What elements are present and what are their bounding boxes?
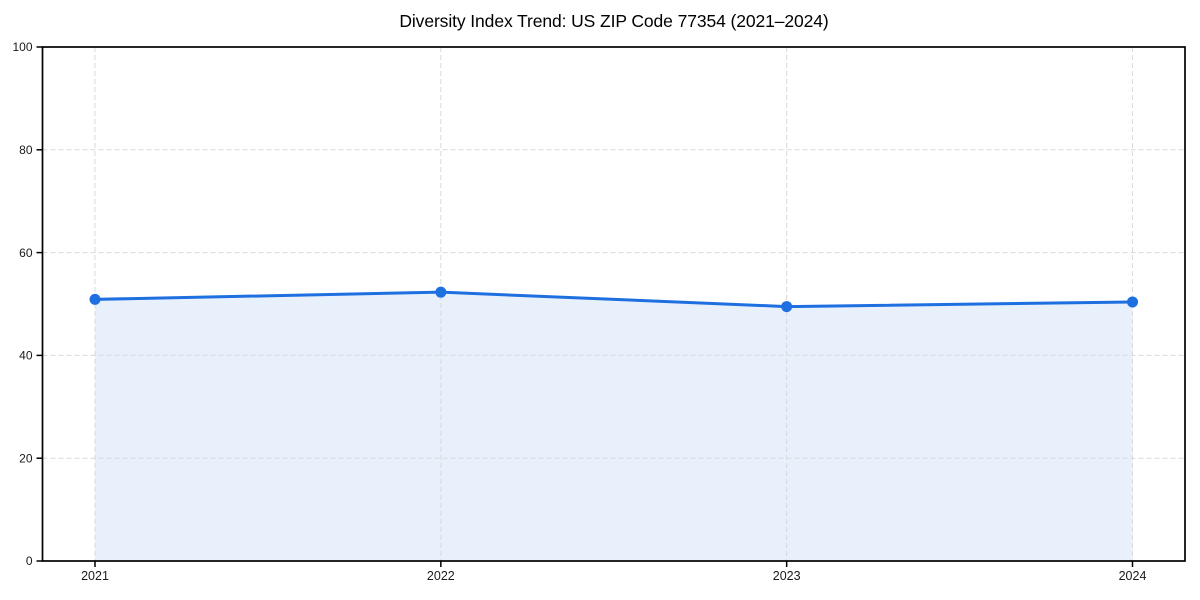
y-tick-label: 20 — [19, 451, 33, 465]
data-point — [435, 286, 447, 298]
x-tick-label: 2022 — [427, 569, 455, 583]
x-tick-label: 2024 — [1119, 569, 1147, 583]
data-point — [89, 293, 101, 305]
y-tick-label: 60 — [19, 246, 33, 260]
x-tick-label: 2023 — [773, 569, 801, 583]
y-tick-label: 100 — [12, 40, 32, 54]
data-point — [781, 301, 793, 313]
x-tick-label: 2021 — [81, 569, 109, 583]
chart-title: Diversity Index Trend: US ZIP Code 77354… — [399, 11, 829, 31]
y-tick-label: 40 — [19, 349, 33, 363]
y-tick-label: 0 — [26, 554, 33, 568]
plot-border — [41, 46, 1186, 562]
y-tick-label: 80 — [19, 143, 33, 157]
trend-line — [93, 290, 1134, 309]
area-fill — [95, 292, 1133, 561]
data-point — [1127, 296, 1138, 308]
